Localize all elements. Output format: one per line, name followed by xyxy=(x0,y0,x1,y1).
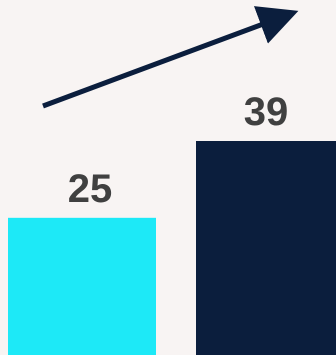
bars-group xyxy=(8,141,336,355)
bar-2 xyxy=(196,141,336,355)
trend-arrow-icon xyxy=(42,6,299,109)
data-label-2: 39 xyxy=(244,90,289,134)
data-labels-group: 25 39 xyxy=(68,90,289,211)
data-label-1: 25 xyxy=(68,167,113,211)
bar-1 xyxy=(8,217,156,355)
